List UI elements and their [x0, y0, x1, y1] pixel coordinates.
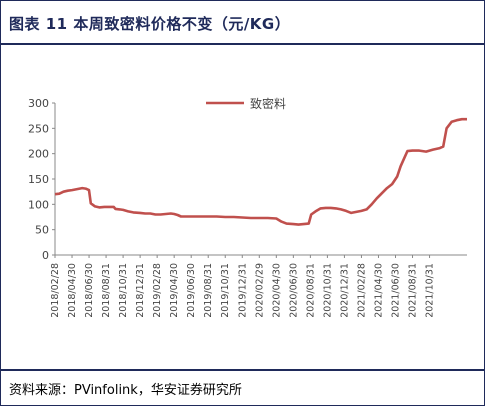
x-axis: 2018/02/28 2018/04/30 2018/06/30 2018/08/31… [50, 254, 467, 318]
legend-label: 致密料 [250, 96, 286, 111]
x-tick-label: 2019/10/31 [220, 263, 231, 318]
x-tick-label: 2019/08/31 [203, 263, 214, 318]
series-layer [54, 117, 467, 226]
y-tick-label: 150 [28, 173, 49, 186]
x-tick-label: 2020/12/31 [339, 263, 350, 318]
x-tick-label: 2018/06/30 [84, 263, 95, 318]
y-tick-label: 200 [28, 148, 49, 161]
figure-title: 图表 11 本周致密料价格不变（元/KG） [9, 15, 291, 33]
x-tick-label: 2019/04/30 [169, 263, 180, 318]
x-tick-label: 2018/12/31 [135, 263, 146, 318]
x-tick-label: 2019/06/30 [186, 263, 197, 318]
series-line [54, 117, 467, 226]
x-tick-label: 2021/04/30 [373, 263, 384, 318]
x-tick-label: 2018/10/31 [118, 263, 129, 318]
x-tick-label: 2018/02/28 [50, 263, 61, 318]
y-tick-label: 0 [42, 249, 49, 262]
x-tick-label: 2018/04/30 [67, 263, 78, 318]
figure-source: 资料来源：PVinfolink，华安证券研究所 [9, 383, 242, 398]
legend: 致密料 [206, 96, 286, 111]
x-tick-label: 2019/12/31 [237, 263, 248, 318]
y-tick-label: 100 [28, 198, 49, 211]
x-tick-label: 2021/06/30 [390, 263, 401, 318]
x-tick-label: 2019/02/28 [152, 263, 163, 318]
x-tick-label: 2020/10/31 [322, 263, 333, 318]
x-tick-label: 2018/08/31 [101, 263, 112, 318]
title-bar: 图表 11 本周致密料价格不变（元/KG） [1, 1, 484, 45]
y-tick-label: 250 [28, 122, 49, 135]
y-tick-label: 300 [28, 97, 49, 110]
y-axis: 0 50 100 150 200 250 300 [28, 97, 56, 262]
x-tick-label: 2021/02/28 [356, 263, 367, 318]
x-tick-label: 2021/10/31 [425, 263, 436, 318]
x-tick-label: 2020/08/31 [305, 263, 316, 318]
x-tick-label: 2020/04/30 [271, 263, 282, 318]
x-tick-label: 2020/06/30 [288, 263, 299, 318]
x-tick-label: 2020/02/29 [254, 263, 265, 318]
source-bar: 资料来源：PVinfolink，华安证券研究所 [1, 369, 484, 407]
y-tick-label: 50 [35, 224, 49, 237]
x-tick-label: 2021/08/31 [408, 263, 419, 318]
